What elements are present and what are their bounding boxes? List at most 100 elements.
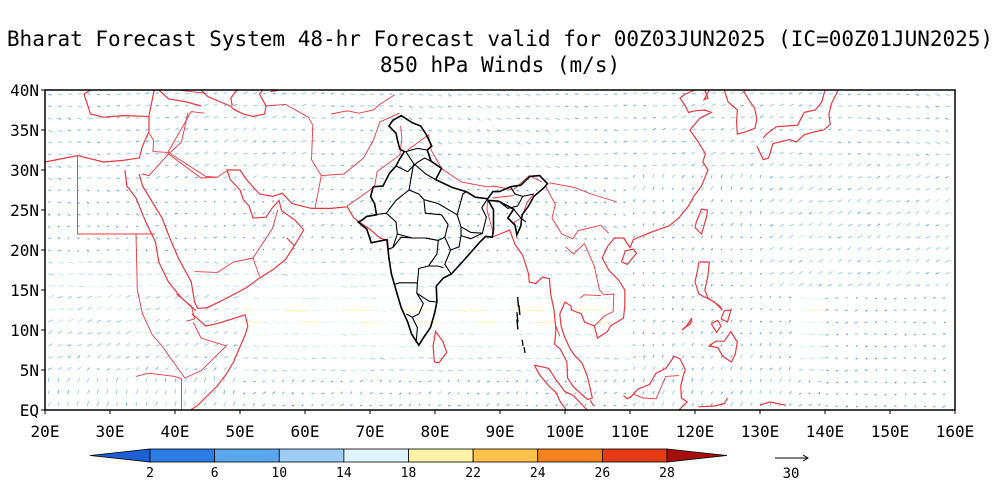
wind-vector	[272, 285, 281, 288]
state-boundary	[513, 208, 527, 223]
wind-vector	[896, 200, 901, 203]
wind-vector	[428, 403, 431, 407]
wind-vector	[48, 356, 53, 359]
wind-vector	[798, 186, 804, 191]
wind-vector	[691, 115, 696, 119]
wind-vector	[884, 333, 887, 335]
wind-vector	[730, 284, 734, 287]
wind-vector	[730, 344, 734, 347]
wind-vector	[613, 261, 619, 264]
wind-vector	[691, 367, 694, 371]
wind-vector	[555, 213, 558, 216]
wind-vector	[174, 237, 178, 240]
wind-vector	[730, 91, 735, 95]
wind-vector	[789, 92, 793, 95]
wind-vector	[174, 225, 177, 227]
wind-vector	[145, 377, 148, 383]
wind-vector	[933, 357, 936, 360]
wind-vector	[252, 403, 256, 407]
wind-vector	[564, 213, 567, 216]
wind-vector	[788, 198, 793, 203]
wind-vector	[399, 333, 407, 336]
wind-vector	[642, 152, 648, 155]
wind-vector	[252, 380, 257, 383]
wind-vector	[789, 103, 794, 107]
wind-vector	[779, 367, 782, 371]
wind-vector	[837, 129, 842, 131]
wind-vector	[749, 354, 754, 359]
wind-vector	[837, 271, 843, 275]
wind-vector	[788, 343, 792, 347]
wind-vector	[672, 92, 676, 95]
wind-vector	[672, 140, 676, 143]
wind-vector	[418, 212, 422, 215]
wind-vector	[291, 188, 295, 191]
wind-vector	[467, 213, 470, 216]
wind-vector	[135, 213, 140, 216]
wind-vector	[311, 152, 317, 155]
wind-vector	[769, 187, 774, 191]
wind-vector	[438, 212, 441, 215]
wind-vector	[857, 141, 862, 144]
wind-vector	[506, 369, 511, 372]
state-boundary	[373, 212, 398, 250]
wind-vector	[613, 309, 622, 312]
wind-vector	[779, 235, 784, 239]
wind-vector	[535, 93, 541, 96]
wind-vector	[788, 356, 791, 359]
border-segment	[252, 209, 279, 277]
wind-vector	[369, 177, 374, 180]
wind-vector	[106, 368, 110, 371]
wind-vector	[623, 261, 629, 264]
wind-vector	[233, 344, 238, 347]
wind-vector	[457, 165, 462, 169]
wind-vector	[818, 163, 822, 167]
coastline-segment	[759, 401, 787, 406]
wind-vector	[662, 343, 665, 347]
wind-vector	[691, 235, 695, 239]
wind-vector	[126, 273, 133, 276]
wind-vector	[340, 224, 343, 227]
state-boundary	[498, 193, 534, 209]
wind-vector	[788, 390, 793, 395]
wind-vector	[740, 401, 744, 407]
wind-vector	[233, 152, 238, 155]
wind-vector	[789, 282, 795, 287]
wind-vector	[906, 141, 910, 144]
wind-vector	[584, 225, 587, 228]
wind-vector	[233, 318, 239, 323]
coastline-segment	[623, 355, 689, 410]
wind-vector	[886, 283, 891, 287]
wind-vector	[837, 175, 842, 179]
wind-vector	[418, 285, 426, 288]
wind-vector	[545, 249, 548, 251]
colorbar-bin	[278, 448, 345, 463]
wind-vector	[691, 175, 694, 179]
wind-vector	[883, 345, 888, 348]
wind-vector	[769, 92, 775, 95]
coastline-segment	[230, 90, 238, 107]
wind-vector	[555, 297, 563, 300]
wind-vector	[86, 367, 90, 371]
wind-vector	[389, 379, 392, 383]
wind-vector	[223, 355, 229, 359]
wind-vector	[945, 93, 951, 97]
wind-vector	[477, 261, 484, 264]
wind-vector	[903, 369, 907, 372]
wind-vector	[398, 224, 402, 227]
wind-vector	[194, 92, 199, 95]
wind-vector	[116, 320, 122, 323]
wind-vector	[867, 186, 873, 191]
lat-label: 35N	[10, 121, 39, 140]
wind-vector	[291, 212, 295, 215]
wind-vector	[545, 379, 549, 383]
wind-vector	[57, 330, 63, 335]
wind-vector	[867, 129, 872, 132]
wind-vector	[749, 199, 753, 203]
wind-vector	[564, 237, 569, 239]
wind-vector	[516, 93, 521, 97]
wind-vector	[272, 391, 276, 395]
wind-vector	[867, 234, 872, 239]
wind-vector	[48, 129, 54, 133]
